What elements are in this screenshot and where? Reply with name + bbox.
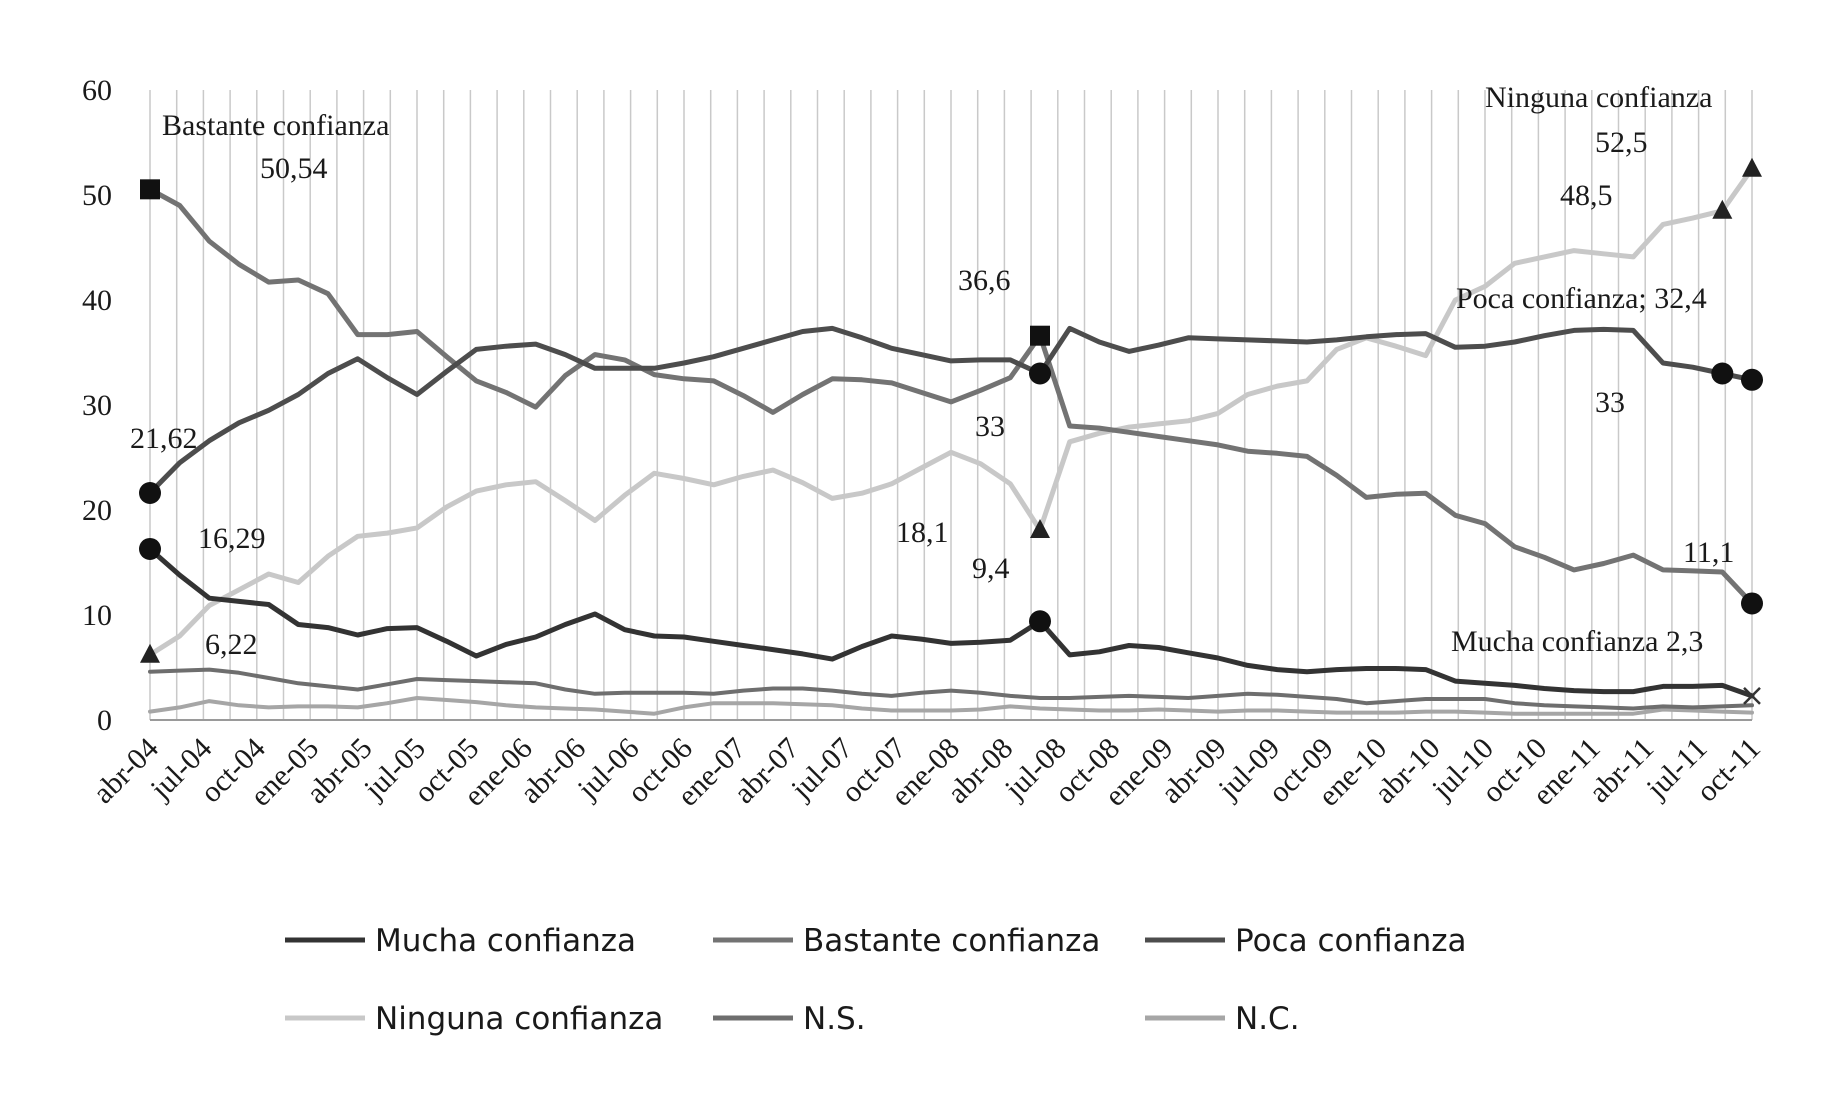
marker-bastante-confianza-0 — [140, 179, 160, 200]
legend-item-nc: N.C. — [1145, 1001, 1300, 1037]
annotation-bastante-mid: 36,6 — [958, 264, 1011, 297]
legend-label-mucha: Mucha confianza — [375, 923, 636, 959]
marker-ninguna-confianza-53 — [1712, 199, 1733, 219]
marker-ninguna-confianza-30 — [1030, 518, 1050, 538]
y-tick-label: 0 — [97, 704, 112, 737]
annotation-mucha-label: Mucha confianza 2,3 — [1451, 625, 1703, 658]
series-line-mucha-confianza — [147, 546, 1755, 699]
y-tick-label: 40 — [82, 284, 112, 317]
marker-mucha-confianza-30 — [1029, 610, 1051, 633]
legend-item-mucha: Mucha confianza — [285, 923, 636, 959]
series-lines — [147, 166, 1755, 716]
x-axis: abr-04jul-04oct-04ene-05abr-05jul-05oct-… — [87, 732, 1767, 813]
y-tick-label: 50 — [82, 179, 112, 212]
y-tick-label: 30 — [82, 389, 112, 422]
annotation-poca-jul11: 33 — [1595, 386, 1625, 419]
marker-ninguna-confianza-54 — [1742, 157, 1762, 177]
annotation-ninguna-start: 6,22 — [205, 628, 258, 661]
marker-poca-confianza-30 — [1029, 362, 1051, 385]
legend-label-poca: Poca confianza — [1235, 923, 1467, 959]
y-tick-label: 20 — [82, 494, 112, 527]
annotation-ninguna-mid: 18,1 — [896, 516, 949, 549]
annotation-mucha-mid: 9,4 — [972, 552, 1010, 585]
annotation-ninguna-end: 52,5 — [1595, 126, 1648, 159]
series-line-poca-confianza — [147, 325, 1755, 496]
marker-poca-confianza-0 — [139, 481, 161, 504]
marker-bastante-confianza-30 — [1030, 325, 1050, 346]
annotation-ninguna-jul11: 48,5 — [1560, 179, 1613, 212]
marker-mucha-confianza-0 — [139, 537, 161, 560]
marker-poca-confianza-54 — [1741, 368, 1763, 391]
annotation-bastante-label: Bastante confianza — [162, 109, 389, 142]
series-line-ninguna-confianza — [147, 166, 1755, 658]
y-axis: 0 10 20 30 40 50 60 — [82, 74, 112, 737]
series-line-bastante-confianza — [147, 186, 1755, 606]
legend-label-nc: N.C. — [1235, 1001, 1300, 1037]
series-line-n-s — [148, 667, 1754, 711]
legend-item-ninguna: Ninguna confianza — [285, 1001, 663, 1037]
legend-label-ns: N.S. — [803, 1001, 866, 1037]
x-tick-label: abr-04 — [87, 732, 165, 810]
marker-ninguna-confianza-0 — [140, 643, 160, 663]
legend-item-ns: N.S. — [713, 1001, 866, 1037]
legend-label-bastante: Bastante confianza — [803, 923, 1100, 959]
y-tick-label: 60 — [82, 74, 112, 107]
data-markers — [139, 157, 1763, 705]
marker-mucha-confianza-54 — [1743, 686, 1761, 705]
annotation-mucha-start: 16,29 — [198, 522, 266, 555]
gridlines — [149, 90, 1753, 721]
annotation-poca-mid: 33 — [975, 410, 1005, 443]
annotation-poca-label: Poca confianza; 32,4 — [1456, 282, 1707, 315]
legend: Mucha confianza Bastante confianza Poca … — [285, 923, 1467, 1037]
marker-poca-confianza-53 — [1711, 362, 1734, 385]
annotation-bastante-start: 50,54 — [260, 152, 328, 185]
annotation-poca-start: 21,62 — [130, 422, 198, 455]
legend-item-poca: Poca confianza — [1145, 923, 1467, 959]
y-tick-label: 10 — [82, 599, 112, 632]
legend-item-bastante: Bastante confianza — [713, 923, 1100, 959]
annotation-ninguna-label: Ninguna confianza — [1485, 81, 1712, 114]
series-line-n-c — [148, 696, 1754, 716]
marker-bastante-confianza-54 — [1741, 592, 1763, 615]
annotation-bastante-end: 11,1 — [1683, 536, 1734, 569]
annotations: Bastante confianza 50,54 36,6 11,1 21,62… — [130, 81, 1734, 661]
legend-label-ninguna: Ninguna confianza — [375, 1001, 663, 1037]
